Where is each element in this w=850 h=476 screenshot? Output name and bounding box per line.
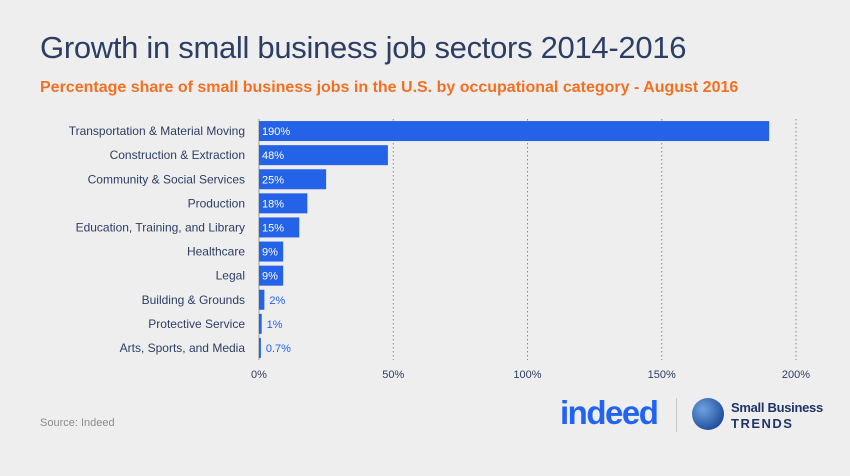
data-label: 18% (262, 198, 284, 210)
category-label: Production (188, 196, 245, 210)
category-label: Construction & Extraction (110, 148, 245, 162)
small-business-trends-logo-icon (692, 398, 724, 430)
x-tick-label: 150% (648, 369, 676, 381)
data-label: 48% (262, 150, 284, 162)
data-label: 190% (262, 126, 290, 138)
sbt-logo-text-bottom: TRENDS (731, 416, 794, 431)
category-label: Community & Social Services (88, 172, 245, 186)
logo-divider (676, 398, 677, 432)
bar (259, 145, 388, 166)
category-label: Legal (216, 269, 245, 283)
data-label: 1% (267, 319, 283, 331)
data-label: 0.7% (266, 343, 291, 355)
x-tick-label: 100% (513, 369, 541, 381)
bar (259, 265, 284, 286)
data-label: 2% (269, 295, 285, 307)
bar (259, 121, 770, 142)
source-note: Source: Indeed (40, 417, 115, 429)
x-tick-label: 0% (251, 369, 267, 381)
bar (259, 217, 300, 238)
bar (259, 169, 327, 190)
category-label: Education, Training, and Library (76, 220, 245, 234)
data-label: 25% (262, 174, 284, 186)
data-label: 9% (262, 271, 278, 283)
category-label: Arts, Sports, and Media (120, 341, 246, 355)
category-label: Transportation & Material Moving (69, 124, 245, 138)
data-label: 9% (262, 247, 278, 259)
category-label: Building & Grounds (142, 293, 245, 307)
bar (259, 289, 265, 310)
chart-subtitle: Percentage share of small business jobs … (40, 79, 739, 96)
category-label: Healthcare (187, 245, 245, 259)
x-tick-label: 50% (382, 369, 404, 381)
bar (259, 337, 261, 358)
x-tick-label: 200% (782, 369, 810, 381)
sbt-logo-text-top: Small Business (731, 400, 823, 415)
indeed-logo: indeed (560, 394, 659, 431)
category-label: Protective Service (148, 317, 245, 331)
bar (259, 241, 284, 262)
bar (259, 313, 262, 334)
bar (259, 193, 308, 214)
chart-title: Growth in small business job sectors 201… (40, 30, 687, 65)
data-label: 15% (262, 222, 284, 234)
